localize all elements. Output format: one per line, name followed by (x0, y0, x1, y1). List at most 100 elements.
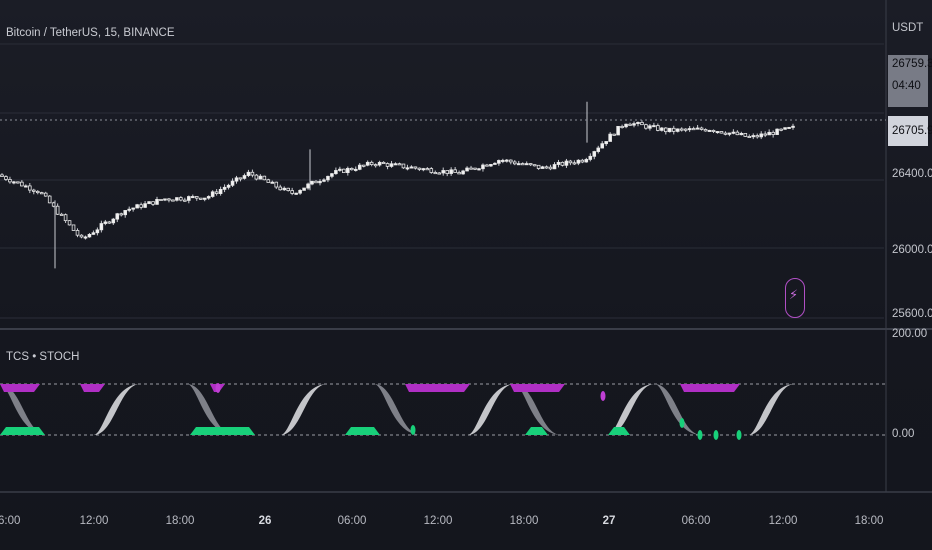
stoch-band (0, 384, 47, 435)
candle-body (210, 191, 215, 197)
x-tick-6: 18:00 (509, 515, 539, 527)
indicator-upper-level: 200.00 (892, 328, 928, 340)
candle-body (123, 210, 127, 216)
candle-body (731, 131, 736, 134)
x-tick-10: 18:00 (854, 515, 884, 527)
candle-body (608, 133, 612, 142)
candle-body (171, 199, 175, 202)
price-tag-high: 26759.33 04:40 (888, 55, 932, 107)
candle-body (679, 128, 684, 131)
candle-body (230, 180, 235, 186)
candle-body (330, 173, 334, 177)
candle-body (699, 127, 704, 130)
candle-body (353, 168, 358, 171)
candle-body (310, 180, 314, 185)
candle-body (222, 186, 227, 190)
candle-body (787, 126, 791, 129)
x-tick-0: 06:00 (0, 515, 21, 527)
candle-body (119, 213, 124, 216)
candle-body (576, 159, 581, 164)
candle-body (334, 170, 338, 175)
candle-body (175, 197, 179, 201)
stoch-band (654, 384, 702, 435)
candle-body (194, 196, 199, 199)
oversold-marker-0 (0, 427, 45, 435)
candle-body (163, 198, 167, 201)
candle-body (270, 181, 275, 184)
candle-body (12, 181, 16, 184)
candle-body (632, 123, 636, 126)
candle-body (75, 230, 80, 236)
candle-body (584, 159, 589, 163)
candle-body (520, 163, 525, 166)
candle-body (600, 143, 605, 149)
candle-body (616, 125, 620, 136)
candle-body (409, 166, 414, 169)
candle-body (20, 181, 24, 187)
candle-body (111, 218, 116, 224)
candle-body (59, 213, 64, 216)
candle-body (588, 155, 593, 160)
candle-body (342, 168, 346, 174)
candle-body (4, 176, 8, 180)
overbought-marker-1 (80, 384, 105, 392)
candle-body (775, 128, 779, 135)
candle-body (604, 141, 608, 145)
candle-body (135, 204, 139, 209)
candle-body (735, 131, 740, 136)
y-tick-25600: 25600.00 (892, 308, 932, 320)
candle-body (393, 163, 398, 166)
candle-body (691, 128, 696, 131)
candle-body (202, 197, 207, 200)
candle-body (429, 168, 434, 173)
lightning-icon[interactable] (785, 278, 805, 318)
candle-body (675, 128, 680, 132)
candle-body (417, 167, 422, 170)
candle-body (79, 234, 84, 238)
candle-body (767, 131, 771, 136)
candle-body (556, 161, 561, 165)
candle-body (461, 170, 465, 175)
candle-body (489, 164, 493, 167)
candle-body (445, 170, 449, 174)
candle-body (552, 164, 557, 170)
candle-body (373, 164, 378, 167)
currency-label[interactable]: USDT (892, 22, 924, 34)
overbought-marker-3 (405, 384, 470, 392)
candle-body (39, 192, 44, 195)
candle-body (226, 184, 231, 188)
candle-body (501, 159, 505, 162)
countdown: 04:40 (892, 80, 921, 92)
candle-body (759, 133, 764, 138)
candle-body (187, 196, 191, 201)
candle-body (481, 164, 485, 170)
candle-body (747, 135, 752, 138)
candle-body (0, 174, 4, 177)
oversold-marker-3 (525, 427, 548, 435)
symbol-title[interactable]: Bitcoin / TetherUS, 15, BINANCE (6, 27, 175, 39)
candle-body (441, 170, 446, 174)
candle-body (405, 167, 410, 170)
candle-body (437, 172, 442, 175)
candle-body (652, 125, 656, 128)
oversold-dot-4 (736, 430, 742, 440)
candle-body (266, 179, 271, 183)
candle-body (739, 133, 744, 136)
candle-body (47, 195, 52, 204)
x-tick-3: 26 (258, 515, 272, 527)
candle-body (425, 168, 430, 171)
candle-body (147, 201, 151, 205)
candle-body (103, 221, 108, 224)
candle-body (95, 229, 100, 234)
indicator-title[interactable]: TCS • STOCH (6, 351, 80, 363)
candle-body (540, 166, 545, 169)
oversold-marker-1 (190, 427, 255, 435)
stoch-band (93, 384, 141, 435)
candle-body (286, 187, 290, 191)
candle-body (385, 163, 390, 167)
overbought-marker-0 (0, 384, 40, 392)
candle-body (664, 127, 668, 133)
stoch-band (280, 384, 328, 435)
